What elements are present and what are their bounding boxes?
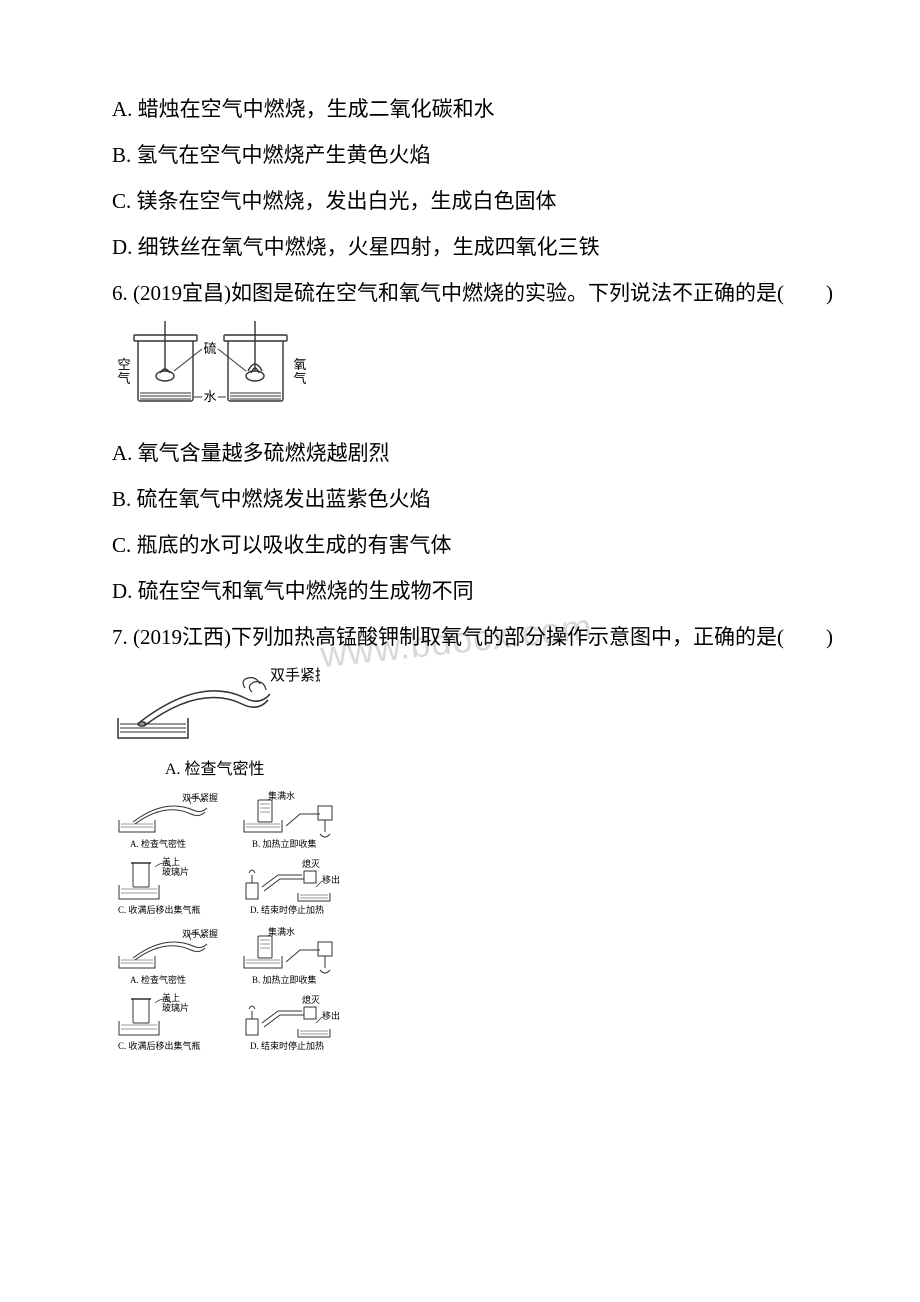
svg-text:盖上: 盖上 — [162, 992, 180, 1003]
label-water: 水 — [203, 389, 216, 404]
svg-text:C. 收满后移出集气瓶: C. 收满后移出集气瓶 — [118, 904, 201, 915]
q6-option-c: C. 瓶底的水可以吸收生成的有害气体 — [70, 526, 850, 566]
q6-option-a: A. 氧气含量越多硫燃烧越剧烈 — [70, 434, 850, 474]
svg-text:D. 结束时停止加热: D. 结束时停止加热 — [250, 904, 324, 915]
svg-text:A. 检查气密性: A. 检查气密性 — [130, 838, 186, 849]
q7-grid-2: 双手紧握 A. 检查气密性 集满水 B. 加热立即收集 盖上 — [110, 923, 850, 1053]
label-air: 空 — [117, 357, 130, 372]
q5-option-b: B. 氢气在空气中燃烧产生黄色火焰 — [70, 136, 850, 176]
svg-text:熄灭: 熄灭 — [302, 994, 320, 1005]
svg-text:C. 收满后移出集气瓶: C. 收满后移出集气瓶 — [118, 1040, 201, 1051]
svg-text:气: 气 — [117, 371, 130, 386]
svg-text:玻璃片: 玻璃片 — [162, 866, 189, 877]
svg-text:集满水: 集满水 — [268, 790, 295, 801]
svg-text:A. 检查气密性: A. 检查气密性 — [130, 974, 186, 985]
q7-figa-caption: A. 检查气密性 — [165, 755, 850, 779]
q6-stem: 6. (2019宜昌)如图是硫在空气和氧气中燃烧的实验。下列说法不正确的是( ) — [70, 274, 850, 314]
svg-text:双手紧握: 双手紧握 — [182, 928, 218, 939]
label-oxygen: 氧 — [293, 357, 306, 372]
q5-option-d: D. 细铁丝在氧气中燃烧，火星四射，生成四氧化三铁 — [70, 228, 850, 268]
svg-text:移出: 移出 — [322, 874, 340, 885]
q6-option-d: D. 硫在空气和氧气中燃烧的生成物不同 — [70, 572, 850, 612]
q6-figure: 空 气 氧 气 硫 水 — [110, 321, 850, 426]
svg-text:D. 结束时停止加热: D. 结束时停止加热 — [250, 1040, 324, 1051]
svg-text:双手紧握: 双手紧握 — [182, 792, 218, 803]
q5-option-c: C. 镁条在空气中燃烧，发出白光，生成白色固体 — [70, 182, 850, 222]
q5-option-a: A. 蜡烛在空气中燃烧，生成二氧化碳和水 — [70, 90, 850, 130]
svg-text:移出: 移出 — [322, 1010, 340, 1021]
svg-text:熄灭: 熄灭 — [302, 858, 320, 869]
svg-text:玻璃片: 玻璃片 — [162, 1002, 189, 1013]
page-content: A. 蜡烛在空气中燃烧，生成二氧化碳和水 B. 氢气在空气中燃烧产生黄色火焰 C… — [70, 90, 850, 1053]
svg-text:B. 加热立即收集: B. 加热立即收集 — [252, 838, 317, 849]
svg-text:B. 加热立即收集: B. 加热立即收集 — [252, 974, 317, 985]
svg-text:气: 气 — [293, 371, 306, 386]
q6-option-b: B. 硫在氧气中燃烧发出蓝紫色火焰 — [70, 480, 850, 520]
svg-text:集满水: 集满水 — [268, 926, 295, 937]
q7-figure-a-large: 双手紧握 A. 检查气密性 — [110, 666, 850, 779]
label-hands: 双手紧握 — [270, 667, 320, 684]
label-sulfur: 硫 — [203, 341, 216, 356]
q7-grid-1: 双手紧握 A. 检查气密性 集满水 B. 加热立即收集 — [110, 787, 850, 917]
svg-text:盖上: 盖上 — [162, 856, 180, 867]
q7-stem: 7. (2019江西)下列加热高锰酸钾制取氧气的部分操作示意图中，正确的是( ) — [70, 618, 850, 658]
